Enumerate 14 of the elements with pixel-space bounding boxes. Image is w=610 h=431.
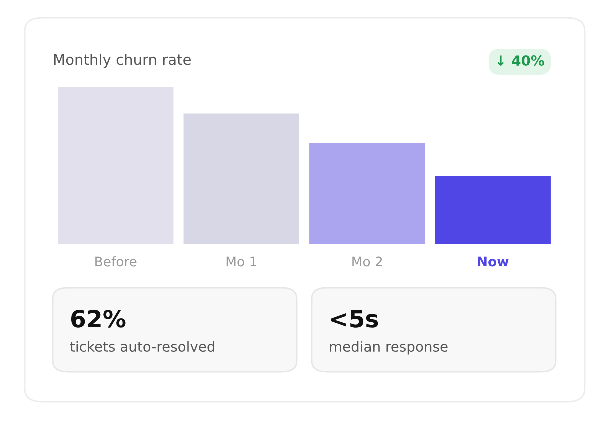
text: tickets auto-resolved	[70, 341, 215, 352]
bar	[310, 144, 426, 244]
x-tick-label: Before	[96, 256, 137, 267]
bar	[184, 114, 300, 244]
x-tick-label: Mo 2	[352, 256, 382, 267]
chart-title: Monthly churn rate	[54, 54, 191, 68]
text: median response	[330, 341, 448, 355]
bar	[58, 87, 174, 244]
x-tick-label: Now	[478, 256, 509, 267]
text: <5s	[332, 310, 378, 328]
x-tick-label: Mo 1	[226, 256, 256, 267]
text: ↓ 40%	[498, 56, 544, 66]
bar	[435, 176, 551, 244]
text: 62%	[71, 310, 126, 328]
